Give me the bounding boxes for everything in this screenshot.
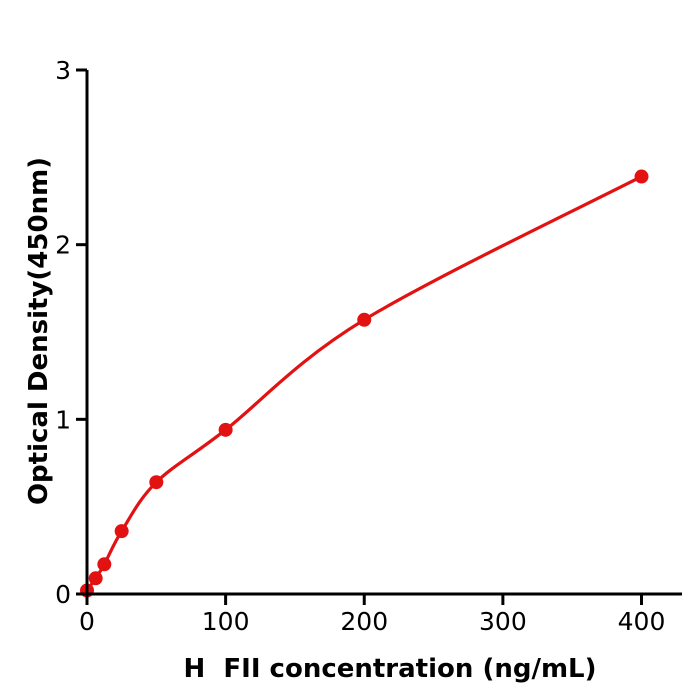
x-axis-title: H FII concentration (ng/mL) xyxy=(183,654,597,684)
data-point xyxy=(114,524,129,539)
x-tick-label: 300 xyxy=(479,607,527,636)
data-point xyxy=(218,422,233,437)
fit-curve xyxy=(85,174,644,593)
y-axis-title: Optical Density(450nm) xyxy=(24,156,54,506)
data-point xyxy=(149,475,164,490)
x-tick-label: 200 xyxy=(340,607,388,636)
axis-spines xyxy=(85,70,682,596)
data-point xyxy=(97,557,112,572)
y-tick-label: 2 xyxy=(55,231,71,260)
x-tick-label: 400 xyxy=(618,607,666,636)
x-tick-label: 100 xyxy=(202,607,250,636)
data-point xyxy=(634,169,649,184)
data-point xyxy=(357,312,372,327)
y-tick-label: 0 xyxy=(55,580,71,609)
data-point xyxy=(88,571,103,586)
y-tick-label: 3 xyxy=(55,56,71,85)
y-tick-label: 1 xyxy=(55,405,71,434)
x-tick-label: 0 xyxy=(79,607,95,636)
